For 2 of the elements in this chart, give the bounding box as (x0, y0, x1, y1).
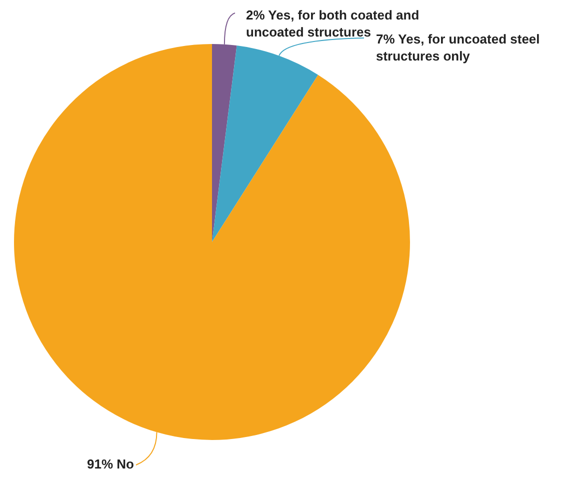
slice-label: 7% Yes, for uncoated steel structures only (376, 32, 540, 64)
slice-label: 91% No (87, 456, 134, 472)
